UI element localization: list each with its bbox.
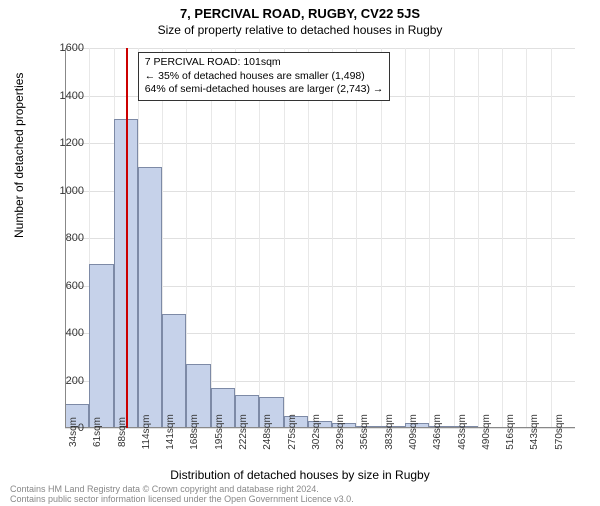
gridline-vertical (381, 48, 382, 428)
y-tick-label: 800 (44, 232, 84, 244)
gridline-vertical (259, 48, 260, 428)
gridline-vertical (284, 48, 285, 428)
annotation-line-3: 64% of semi-detached houses are larger (… (145, 83, 384, 97)
x-tick-label: 570sqm (554, 414, 565, 450)
gridline-vertical (502, 48, 503, 428)
gridline-vertical (526, 48, 527, 428)
gridline-vertical (454, 48, 455, 428)
y-tick-label: 600 (44, 280, 84, 292)
histogram-bar (138, 167, 162, 428)
x-tick-label: 436sqm (432, 414, 443, 450)
annotation-box: 7 PERCIVAL ROAD: 101sqm← 35% of detached… (138, 52, 391, 101)
x-tick-label: 248sqm (262, 414, 273, 450)
gridline-vertical (211, 48, 212, 428)
gridline-horizontal (65, 143, 575, 144)
x-tick-label: 88sqm (117, 417, 128, 447)
x-tick-label: 463sqm (457, 414, 468, 450)
histogram-bar (162, 314, 186, 428)
y-tick-label: 1600 (44, 42, 84, 54)
x-tick-label: 516sqm (505, 414, 516, 450)
x-tick-label: 275sqm (287, 414, 298, 450)
gridline-vertical (332, 48, 333, 428)
gridline-vertical (235, 48, 236, 428)
x-tick-label: 543sqm (529, 414, 540, 450)
gridline-vertical (308, 48, 309, 428)
x-tick-label: 329sqm (335, 414, 346, 450)
gridline-vertical (405, 48, 406, 428)
footer-line-2: Contains public sector information licen… (10, 495, 354, 505)
x-tick-label: 34sqm (68, 417, 79, 447)
x-tick-label: 61sqm (92, 417, 103, 447)
x-tick-label: 114sqm (141, 415, 152, 450)
y-tick-label: 200 (44, 375, 84, 387)
gridline-vertical (356, 48, 357, 428)
x-tick-label: 356sqm (359, 414, 370, 450)
histogram-bar (89, 264, 113, 428)
annotation-line-1: 7 PERCIVAL ROAD: 101sqm (145, 56, 384, 70)
x-tick-label: 383sqm (384, 414, 395, 450)
x-tick-label: 168sqm (189, 414, 200, 450)
property-marker-line (126, 48, 128, 428)
footer-attribution: Contains HM Land Registry data © Crown c… (10, 485, 354, 505)
x-tick-label: 490sqm (481, 414, 492, 450)
x-tick-label: 141sqm (165, 414, 176, 450)
y-tick-label: 1200 (44, 137, 84, 149)
y-tick-label: 1400 (44, 90, 84, 102)
x-tick-label: 409sqm (408, 414, 419, 450)
gridline-horizontal (65, 48, 575, 49)
chart-plot-area: 7 PERCIVAL ROAD: 101sqm← 35% of detached… (65, 48, 575, 428)
chart-title-sub: Size of property relative to detached ho… (0, 23, 600, 37)
y-tick-label: 1000 (44, 185, 84, 197)
gridline-vertical (429, 48, 430, 428)
y-tick-label: 400 (44, 327, 84, 339)
gridline-vertical (478, 48, 479, 428)
x-axis-label: Distribution of detached houses by size … (0, 468, 600, 482)
x-tick-label: 302sqm (311, 414, 322, 450)
annotation-line-2: ← 35% of detached houses are smaller (1,… (145, 70, 384, 84)
gridline-vertical (551, 48, 552, 428)
x-tick-label: 195sqm (214, 414, 225, 450)
chart-title-main: 7, PERCIVAL ROAD, RUGBY, CV22 5JS (0, 6, 600, 21)
y-axis-label: Number of detached properties (12, 73, 26, 238)
x-tick-label: 222sqm (238, 414, 249, 450)
